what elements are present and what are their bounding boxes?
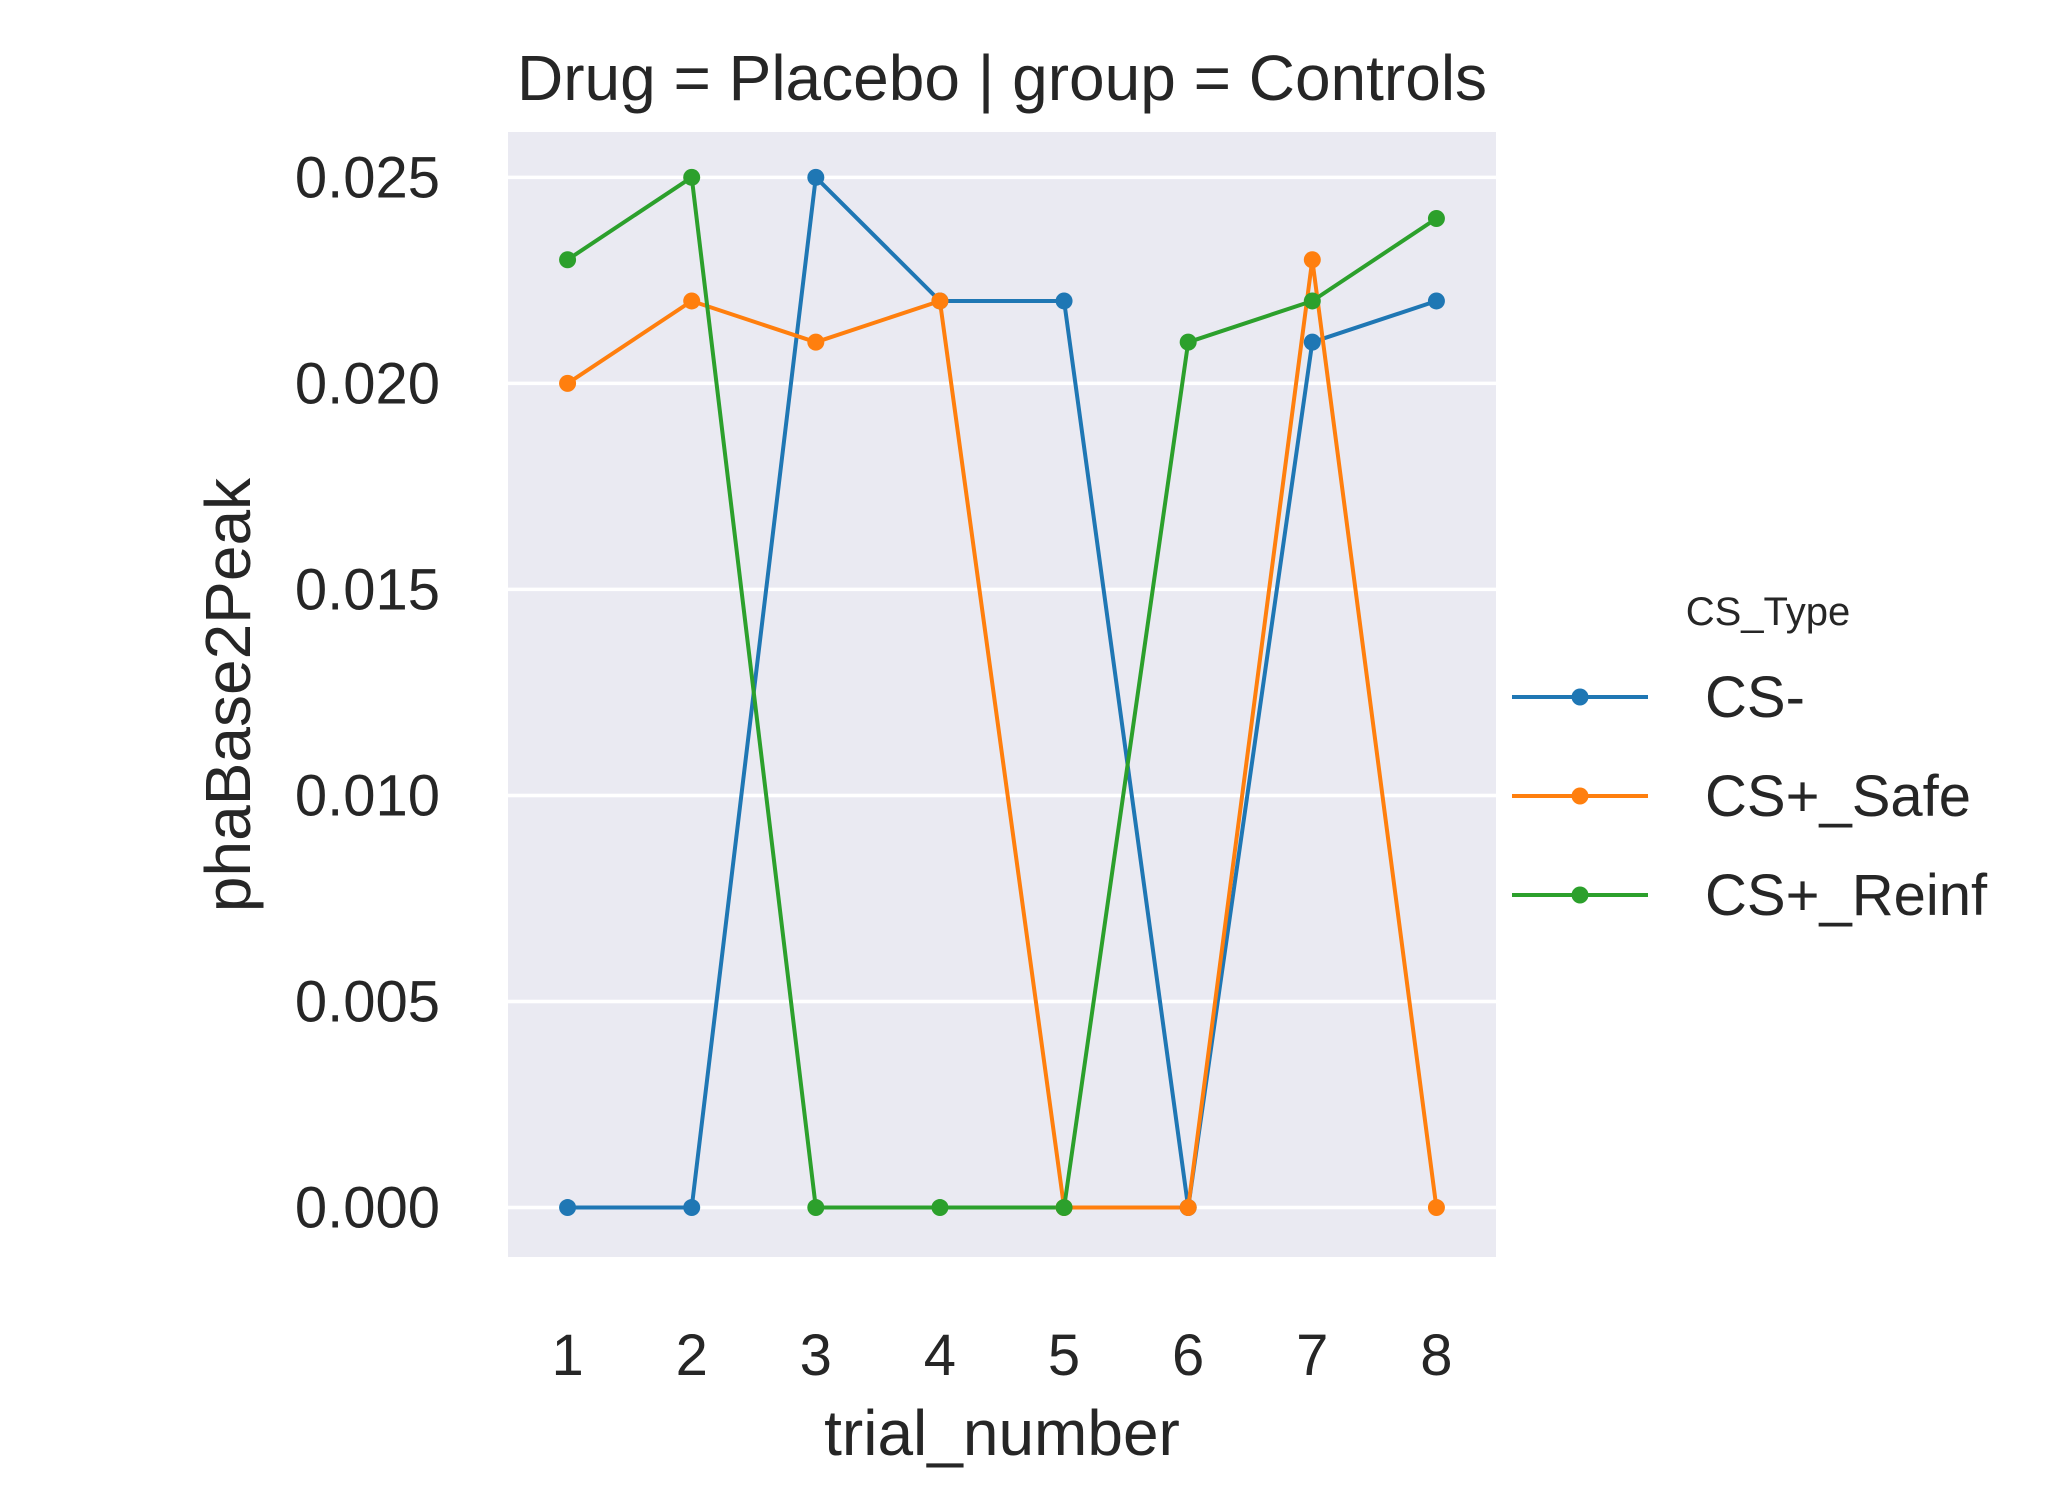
data-point-cs-reinf [1303,292,1321,310]
data-point-cs-reinf [1055,1199,1073,1217]
data-point-cs-safe [1303,251,1321,269]
x-axis-label: trial_number [824,1397,1180,1469]
legend-marker-cs [1571,688,1589,706]
y-tick-label: 0.025 [295,145,440,210]
data-point-cs-reinf [1427,210,1445,228]
data-point-cs-safe [559,374,577,392]
data-point-cs-reinf [683,168,701,186]
x-tick-label: 7 [1296,1323,1328,1388]
data-point-cs-safe [807,333,825,351]
legend-marker-cs-reinf [1571,886,1589,904]
y-tick-label: 0.020 [295,351,440,416]
data-point-cs-safe [1179,1199,1197,1217]
data-point-cs [1055,292,1073,310]
data-point-cs-reinf [931,1199,949,1217]
data-point-cs-safe [931,292,949,310]
data-point-cs [1303,333,1321,351]
legend-label-cs-safe: CS+_Safe [1705,764,1971,829]
y-tick-label: 0.005 [295,970,440,1035]
data-point-cs-safe [1427,1199,1445,1217]
legend-label-cs-reinf: CS+_Reinf [1705,863,1988,928]
legend-label-cs: CS- [1705,665,1805,730]
data-point-cs-safe [683,292,701,310]
data-point-cs-reinf [807,1199,825,1217]
y-tick-label: 0.015 [295,557,440,622]
legend-title: CS_Type [1686,590,1851,634]
series-line-cs-reinf [566,175,1438,1210]
x-tick-label: 2 [676,1323,708,1388]
x-tick-label: 6 [1172,1323,1204,1388]
series-lines [566,175,1439,1210]
plot-area [508,132,1496,1257]
x-tick-label: 4 [924,1323,956,1388]
data-point-cs-reinf [559,251,577,269]
y-axis-label: phaBase2Peak [192,477,264,912]
x-axis-ticks: 1 2 3 4 5 6 7 8 [551,1323,1452,1388]
legend-marker-cs-safe [1571,787,1589,805]
series-markers [559,168,1445,1217]
x-tick-label: 3 [800,1323,832,1388]
data-point-cs [807,168,825,186]
series-line-cs [567,175,1438,1210]
x-tick-label: 5 [1048,1323,1080,1388]
y-tick-label: 0.010 [295,763,440,828]
data-point-cs [683,1199,701,1217]
series-line-cs-safe [566,257,1439,1210]
data-point-cs-reinf [1179,333,1197,351]
y-axis-ticks: 0.000 0.005 0.010 0.015 0.020 0.025 [295,145,440,1240]
legend: CS_Type CS- CS+_Safe CS+_Reinf [1512,590,1988,928]
chart-title: Drug = Placebo | group = Controls [517,42,1487,114]
x-tick-label: 1 [551,1323,583,1388]
data-point-cs [1427,292,1445,310]
y-tick-label: 0.000 [295,1176,440,1241]
x-tick-label: 8 [1420,1323,1452,1388]
data-point-cs [559,1199,577,1217]
